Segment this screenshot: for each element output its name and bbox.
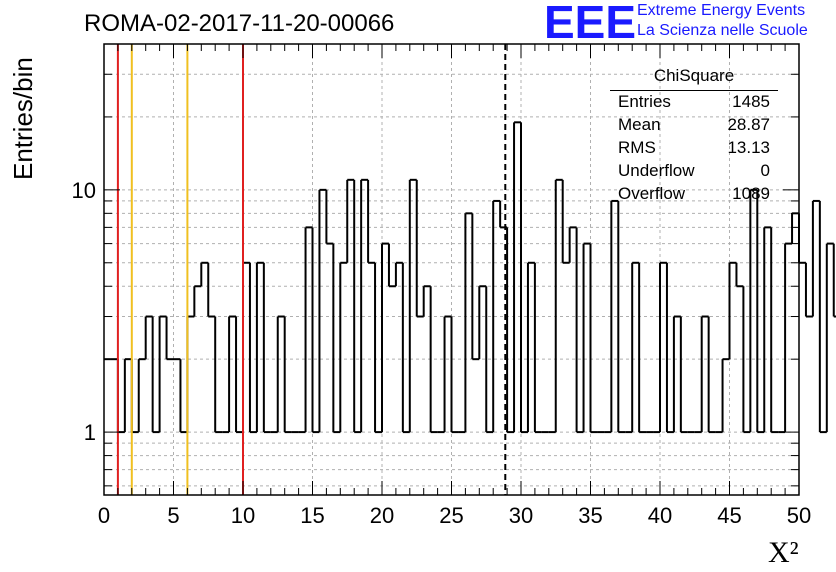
y-axis-label: Entries/bin: [8, 57, 38, 180]
stats-key: Underflow: [618, 161, 695, 180]
stats-key: Mean: [618, 115, 661, 134]
x-tick-label: 0: [98, 503, 110, 528]
stats-value: 1485: [732, 92, 770, 111]
stats-divider: [610, 90, 778, 91]
stats-box: ChiSquare Entries 1485 Mean 28.87 RMS 13…: [610, 66, 778, 206]
x-tick-label: 10: [231, 503, 255, 528]
stats-title: ChiSquare: [653, 66, 735, 85]
axis-ticks: [103, 43, 800, 495]
stats-value: 0: [760, 161, 770, 180]
svg-text:EEE: EEE: [544, 2, 636, 42]
brand-line-1: Extreme Energy Events: [637, 2, 806, 19]
stats-value: 28.87: [727, 115, 770, 134]
x-tick-label: 20: [370, 503, 394, 528]
stats-key: Entries: [618, 92, 671, 111]
x-tick-label: 25: [439, 503, 463, 528]
histogram-series: [104, 121, 836, 434]
stats-key: Overflow: [618, 184, 686, 203]
grid: [104, 44, 799, 495]
x-axis-label: X²: [768, 536, 799, 569]
stats-value: 1089: [732, 184, 770, 203]
stats-key: RMS: [618, 138, 656, 157]
brand-line-2: La Scienza nelle Scuole: [637, 22, 808, 39]
stats-value: 13.13: [727, 138, 770, 157]
x-tick-label: 50: [787, 503, 811, 528]
plot-title: ROMA-02-2017-11-20-00066: [84, 10, 395, 37]
y-tick-label: 1: [84, 420, 96, 445]
x-tick-label: 5: [167, 503, 179, 528]
reference-lines: [116, 44, 507, 495]
x-tick-label: 15: [300, 503, 324, 528]
x-tick-label: 30: [509, 503, 533, 528]
eee-logo-icon: EEE: [544, 2, 636, 42]
y-tick-label: 10: [72, 178, 96, 203]
tick-labels: 0 5 10 15 20 25 30 35 40 45 50 1 10: [72, 178, 812, 528]
x-tick-label: 35: [578, 503, 602, 528]
x-tick-label: 45: [717, 503, 741, 528]
x-tick-label: 40: [648, 503, 672, 528]
